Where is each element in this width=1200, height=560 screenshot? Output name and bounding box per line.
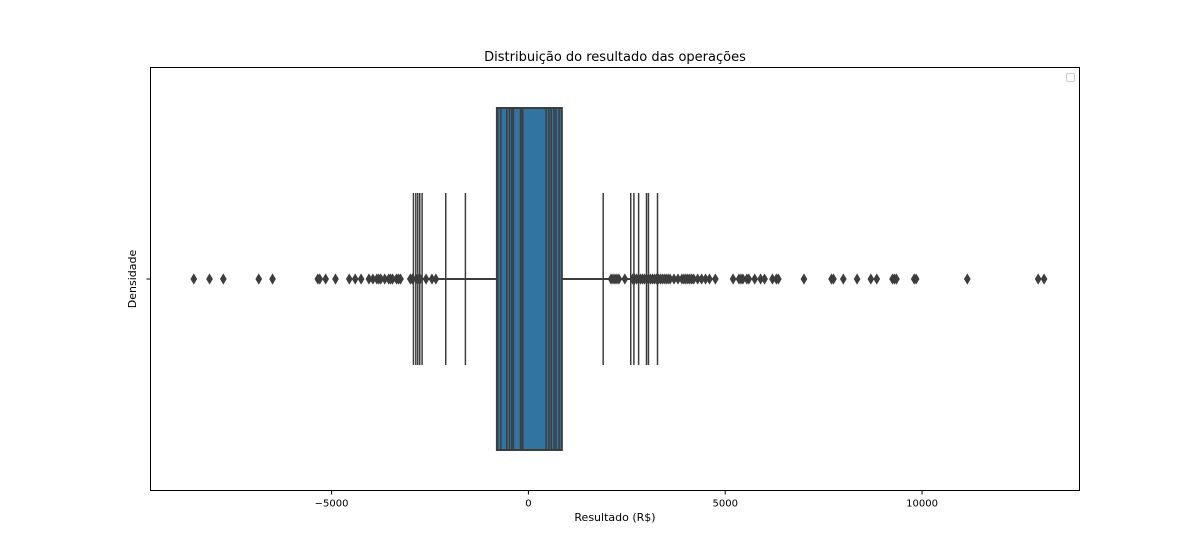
outlier-point (745, 273, 753, 285)
outlier-point (830, 273, 837, 285)
outlier-point (345, 273, 353, 285)
outlier-point (206, 273, 213, 285)
outlier-point (1040, 273, 1048, 285)
outlier-point (190, 273, 198, 285)
chart-title: Distribuição do resultado das operações (484, 50, 746, 65)
outlier-point (712, 273, 719, 285)
outlier-point (867, 273, 875, 285)
outlier-point (316, 273, 324, 285)
y-axis-label: Densidade (126, 250, 139, 309)
outlier-point (839, 273, 847, 285)
outlier-point (963, 273, 971, 285)
outlier-point (761, 273, 768, 285)
outlier-point (621, 273, 629, 285)
outlier-point (351, 273, 359, 285)
outlier-point (1034, 273, 1042, 285)
outlier-point (893, 273, 900, 285)
outlier-point (416, 273, 424, 285)
legend-box (1066, 73, 1075, 82)
outlier-point (332, 273, 339, 285)
outlier-point (853, 273, 861, 285)
outlier-point (269, 273, 276, 285)
outlier-point (751, 273, 759, 285)
outlier-point (397, 273, 404, 285)
outlier-point (775, 273, 782, 285)
outlier-point (615, 273, 623, 285)
x-axis-ticks: −5000 0 5000 10000 (315, 490, 938, 510)
outlier-point (432, 273, 440, 285)
outlier-point (706, 273, 713, 285)
outlier-point (912, 273, 920, 285)
x-tick-label: 0 (525, 499, 531, 510)
outlier-point (422, 273, 430, 285)
outlier-point (255, 273, 263, 285)
x-tick-label: −5000 (315, 499, 349, 510)
outlier-point (729, 273, 737, 285)
outlier-point (357, 273, 365, 285)
outlier-point (219, 273, 227, 285)
outlier-point (873, 273, 881, 285)
outlier-point (322, 273, 330, 285)
x-tick-label: 5000 (712, 499, 737, 510)
x-axis-label: Resultado (R$) (574, 511, 655, 524)
outlier-point (800, 273, 808, 285)
plot-area (190, 107, 1048, 451)
x-tick-label: 10000 (906, 499, 938, 510)
